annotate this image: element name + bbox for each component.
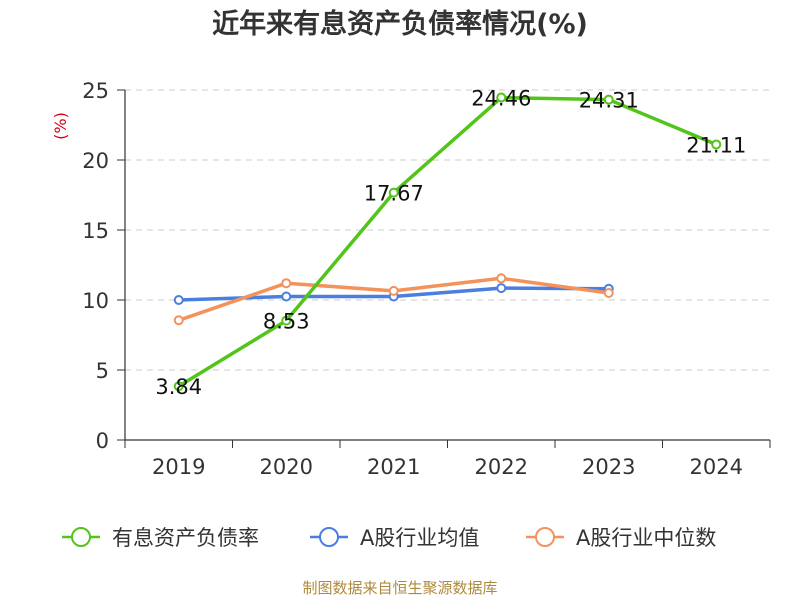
legend-label: A股行业均值 — [360, 526, 479, 550]
x-tick-label: 2021 — [367, 455, 420, 479]
data-point — [281, 278, 292, 289]
data-point — [281, 315, 292, 326]
x-tick-label: 2024 — [690, 455, 743, 479]
y-tick-label: 5 — [96, 359, 109, 383]
series-lines — [173, 92, 722, 392]
data-point — [711, 139, 722, 150]
source-note: 制图数据来自恒生聚源数据库 — [302, 579, 498, 597]
y-tick-label: 25 — [82, 79, 109, 103]
data-point — [281, 291, 292, 302]
x-tick-label: 2019 — [152, 455, 205, 479]
y-tick-label: 10 — [82, 289, 109, 313]
legend: 有息资产负债率 A股行业均值 A股行业中位数 — [62, 526, 716, 550]
data-point — [496, 283, 507, 294]
x-tick-label: 2022 — [475, 455, 528, 479]
grid-lines — [125, 89, 770, 371]
y-tick-label: 0 — [96, 429, 109, 453]
data-point — [173, 295, 184, 305]
x-tick-label: 2023 — [582, 455, 635, 479]
data-point — [496, 92, 507, 103]
data-label: 3.84 — [155, 375, 202, 399]
data-point — [173, 381, 184, 392]
y-tick-label: 15 — [82, 219, 109, 243]
y-tick-label: 20 — [82, 149, 109, 173]
data-label: 24.46 — [471, 87, 531, 111]
x-tick-label: 2020 — [260, 455, 313, 479]
data-point — [496, 273, 507, 284]
y-axis-unit-label: (%) — [51, 112, 70, 140]
data-point — [388, 187, 399, 198]
data-point — [173, 315, 184, 326]
data-point — [603, 94, 614, 105]
legend-label: A股行业中位数 — [576, 526, 716, 550]
data-point — [603, 288, 614, 298]
chart-title: 近年来有息资产负债率情况(%) — [212, 9, 588, 40]
legend-marker-icon — [319, 527, 339, 547]
data-label: 17.67 — [364, 182, 424, 206]
data-label: 8.53 — [263, 310, 310, 334]
data-label: 21.11 — [686, 133, 746, 157]
axes: 0 5 10 15 20 25 2019 2020 2021 2022 2023 2024 — [82, 79, 771, 479]
series-line — [177, 95, 717, 388]
legend-marker-icon — [535, 527, 555, 547]
data-point — [388, 285, 399, 296]
data-label: 24.31 — [579, 89, 639, 113]
data-labels: 3.84 8.53 17.67 24.46 24.31 21.11 — [155, 87, 746, 400]
legend-marker-icon — [71, 527, 91, 547]
legend-label: 有息资产负债率 — [112, 526, 259, 550]
